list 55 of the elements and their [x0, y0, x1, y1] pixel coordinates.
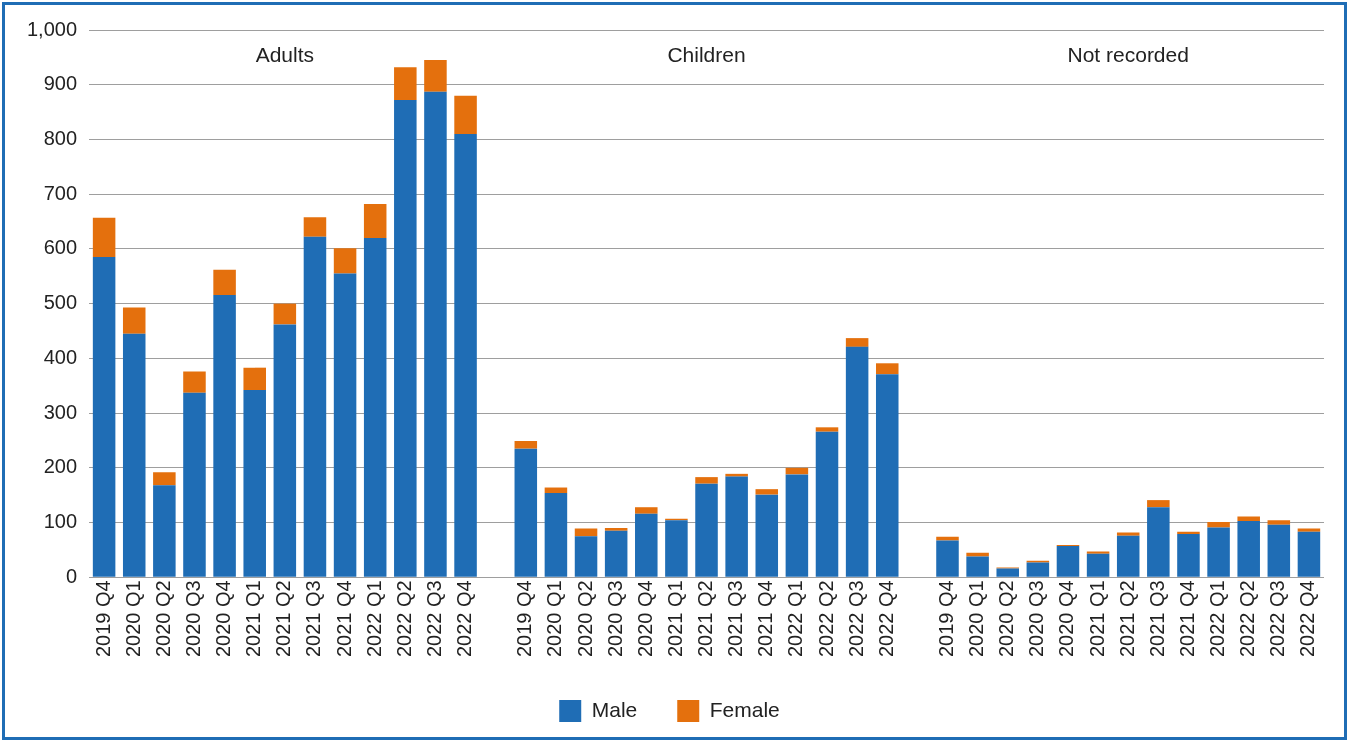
y-tick-label: 400: [43, 345, 78, 368]
x-tick-label: 2021 Q3: [302, 580, 325, 658]
legend-label: Male: [591, 697, 638, 721]
x-tick-label: 2021 Q1: [1085, 580, 1108, 658]
x-tick-label: 2019 Q4: [935, 580, 958, 658]
x-tick-label: 2022 Q3: [422, 580, 445, 658]
y-tick-label: 1,000: [26, 17, 78, 40]
x-tick-label: 2022 Q2: [814, 580, 837, 658]
y-tick-label: 100: [43, 510, 78, 533]
x-tick-label: 2022 Q1: [1206, 580, 1229, 658]
x-tick-label: 2021 Q1: [242, 580, 265, 658]
legend-label: Female: [709, 697, 780, 721]
x-tick-label: 2021 Q4: [754, 580, 777, 658]
x-tick-label: 2019 Q4: [91, 580, 114, 658]
y-tick-label: 800: [43, 126, 78, 149]
x-tick-label: 2020 Q3: [1025, 580, 1048, 658]
x-tick-label: 2021 Q1: [663, 580, 686, 658]
y-tick-label: 0: [65, 564, 78, 587]
x-tick-label: 2021 Q3: [724, 580, 747, 658]
x-tick-label: 2020 Q1: [965, 580, 988, 658]
x-tick-label: 2020 Q2: [995, 580, 1018, 658]
x-tick-label: 2022 Q1: [784, 580, 807, 658]
x-tick-label: 2020 Q2: [151, 580, 174, 658]
x-tick-label: 2020 Q4: [212, 580, 235, 658]
annotation: Children: [667, 42, 746, 66]
x-tick-label: 2019 Q4: [513, 580, 536, 658]
y-tick-label: 300: [43, 400, 78, 423]
x-tick-label: 2022 Q4: [453, 580, 476, 658]
x-tick-label: 2021 Q4: [1175, 580, 1198, 658]
x-tick-label: 2022 Q2: [1236, 580, 1259, 658]
x-tick-label: 2020 Q2: [573, 580, 596, 658]
x-tick-label: 2020 Q3: [603, 580, 626, 658]
y-tick-label: 700: [43, 181, 78, 204]
x-tick-label: 2021 Q4: [332, 580, 355, 658]
x-tick-label: 2022 Q3: [1266, 580, 1289, 658]
x-tick-label: 2020 Q1: [543, 580, 566, 658]
annotation: Not recorded: [1067, 42, 1189, 66]
y-tick-label: 900: [43, 72, 78, 95]
x-tick-label: 2020 Q4: [633, 580, 656, 658]
x-tick-label: 2022 Q4: [1296, 580, 1319, 658]
x-tick-label: 2020 Q1: [121, 580, 144, 658]
y-tick-label: 600: [43, 236, 78, 259]
y-tick-label: 500: [43, 291, 78, 314]
x-tick-label: 2022 Q4: [874, 580, 897, 658]
x-tick-label: 2021 Q2: [272, 580, 295, 658]
annotation: Adults: [255, 42, 315, 66]
x-tick-label: 2021 Q2: [1115, 580, 1138, 658]
x-tick-label: 2020 Q4: [1055, 580, 1078, 658]
x-tick-label: 2021 Q2: [694, 580, 717, 658]
y-tick-label: 200: [43, 455, 78, 478]
x-tick-label: 2022 Q1: [362, 580, 385, 658]
x-tick-label: 2020 Q3: [181, 580, 204, 658]
x-tick-label: 2022 Q3: [844, 580, 867, 658]
x-tick-label: 2022 Q2: [392, 580, 415, 658]
x-tick-label: 2021 Q3: [1145, 580, 1168, 658]
